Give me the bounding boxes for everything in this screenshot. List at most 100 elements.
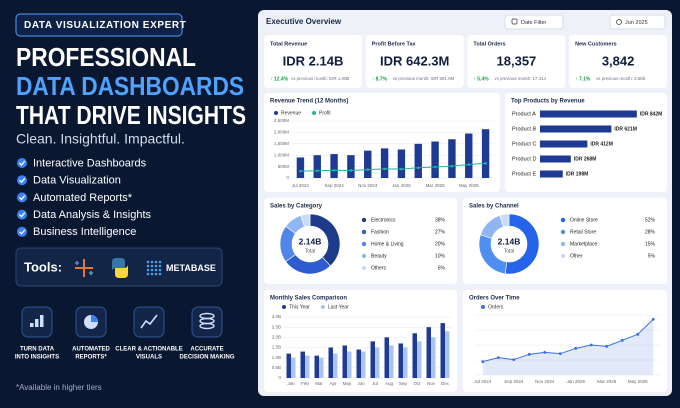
value-label: 38% [435,218,446,224]
donut-slice [499,213,510,228]
legend-swatch [361,265,367,271]
kpi-change: ↑ 12.4% [270,76,289,82]
x-tick-label: Mar [315,381,323,386]
headline: THAT DRIVE INSIGHTS [16,100,246,130]
chart-card [463,198,667,284]
date-filter[interactable] [504,14,564,30]
check-icon [17,226,27,237]
tableau-icon [75,259,93,277]
chart-card [264,290,457,392]
bar [448,139,456,178]
benefit-label: VISUALS [136,355,162,361]
badge-text: DATA VISUALIZATION EXPERT [24,20,186,31]
legend-swatch [560,229,566,235]
dashboard-title: Executive Overview [266,17,342,26]
legend-swatch [560,253,566,259]
x-tick-label: Nov 2024 [358,183,378,188]
x-tick-label: Mar 2025 [426,183,446,188]
bar [540,140,588,148]
legend-swatch [361,217,367,223]
point [400,167,403,171]
kpi-change: ↑ 7.1% [575,76,591,82]
legend-label: Fashion [371,230,389,236]
x-tick-label: May 2025 [459,183,479,188]
headline: DATA DASHBOARDS [16,71,244,101]
kpi-card [365,35,464,88]
point [512,358,516,362]
feature: Data Analysis & Insights [33,209,152,221]
line [482,318,654,363]
y-tick-label: 2.5B [272,324,281,329]
date-filter-text[interactable]: Date Filter [521,20,547,26]
value-label: 52% [645,218,656,224]
check-mark [19,160,26,166]
kpi-label: Total Revenue [270,41,307,47]
benefit-label: CLEAR & ACTIONABLE [115,347,182,353]
check-icon [17,158,27,168]
legend-swatch [312,111,317,115]
value-label: 27% [435,230,446,236]
icon-shape [91,315,98,322]
bar [540,155,571,163]
x-tick-label: Mar 2025 [597,379,617,384]
bar [347,351,352,378]
x-tick-label: May 2025 [628,379,648,384]
bar [286,353,291,378]
point [349,169,353,172]
badge [15,13,183,37]
legend-label: Other [570,254,583,260]
point [574,346,578,350]
benefit-label: AUTOMATED [72,347,110,353]
legend-label: Others [371,266,387,272]
point [527,352,531,356]
kpi-value: IDR 2.14B [283,53,344,68]
bar [330,154,338,178]
value-label: 5% [648,254,656,260]
feature: Data Visualization [33,175,121,187]
point [366,168,370,171]
x-tick-label: Aug [385,381,394,386]
x-tick-label: Feb [301,381,309,386]
bar [328,347,333,378]
category-label: Product C [512,141,536,147]
area [482,319,654,375]
tool-name: METABASE [166,263,216,273]
clock-icon [616,19,622,25]
kpi-comparison: vs previous month: 3,585 [596,76,646,81]
period-text[interactable]: Jun 2025 [625,20,648,26]
legend-label: Online Store [570,218,598,224]
point [484,162,487,165]
point [383,167,386,171]
donut-center-value: 2.14B [299,236,322,246]
benefit-label: TURN DATA [20,347,55,353]
icon-shape [30,323,34,327]
point [620,338,624,342]
footnote: *Available in higher tiers [16,383,102,392]
x-tick-label: Oct [413,381,421,386]
legend-swatch [361,229,367,235]
kpi-card [264,35,362,88]
point [332,168,336,172]
x-tick-label: Nov 2024 [535,379,555,384]
tagline: Clean. Insightful. Impactful. [16,131,185,147]
period-select[interactable] [609,14,666,30]
x-tick-label: Jan [287,381,295,386]
legend-label: Revenue [281,111,301,117]
point [467,163,471,166]
value-label: 20% [435,242,446,248]
category-label: Product D [512,156,536,162]
chart-card [463,290,667,392]
point [651,317,655,321]
legend-label: Home & Living [371,242,404,248]
legend-label: Beauty [371,254,387,260]
check-icon [17,209,27,220]
x-tick-label: Sep 2024 [504,379,524,384]
legend-label: Marketplace [570,242,597,248]
legend-swatch [361,253,367,259]
kpi-value: IDR 642.3M [380,53,449,68]
value-label: IDR 198M [566,171,589,177]
chart-title: Sales by Channel [469,204,519,210]
y-tick-label: 2,000M [274,130,289,135]
kpi-card [569,35,668,88]
